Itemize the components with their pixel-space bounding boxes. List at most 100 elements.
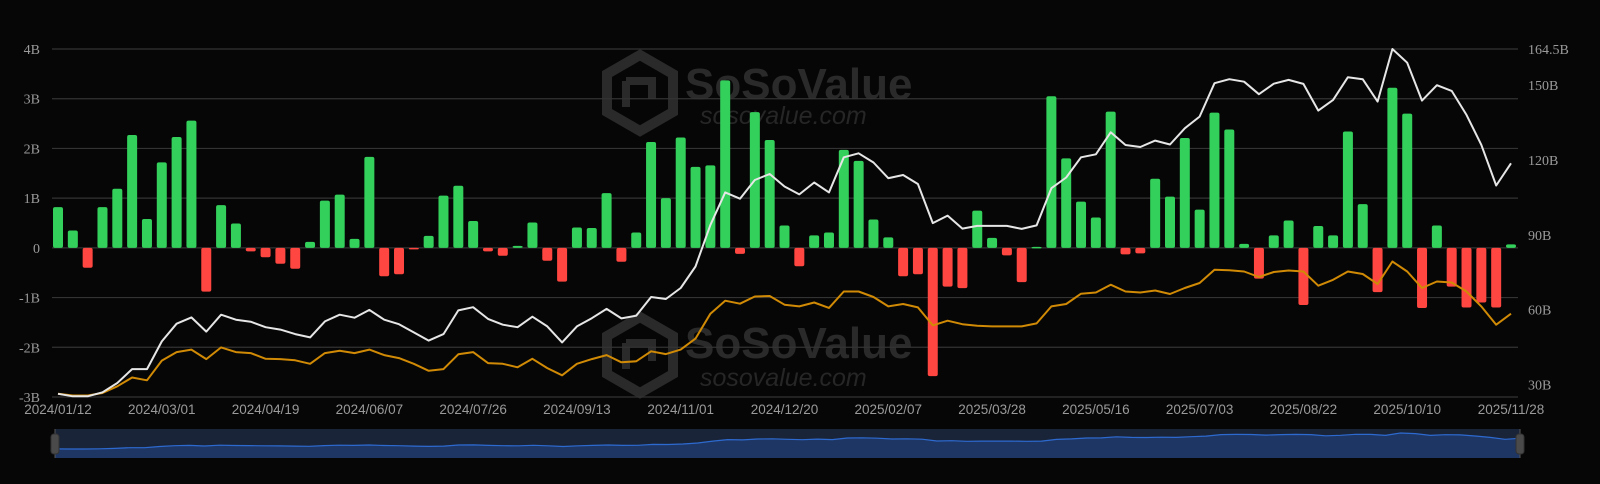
x-axis-tick-label: 2024/06/07 (336, 402, 404, 417)
inflow-bar (1179, 137, 1190, 248)
right-axis-tick-label: 120B (1528, 154, 1558, 169)
inflow-bar (171, 136, 182, 248)
outflow-bar (394, 247, 405, 275)
navigator-right-handle[interactable] (1515, 433, 1525, 455)
inflow-bar (423, 235, 434, 248)
watermark-brand: SoSoValue (685, 319, 912, 368)
x-axis: 2024/01/12 2024/03/01 2024/04/19 2024/06/07… (24, 402, 1544, 417)
inflow-bar (1076, 201, 1087, 248)
outflow-bar (379, 247, 390, 277)
right-axis-tick-label: 30B (1528, 379, 1551, 394)
inflow-bar (720, 80, 731, 248)
outflow-bar (482, 247, 493, 252)
inflow-bar (586, 227, 597, 248)
inflow-bar (1357, 204, 1368, 248)
inflow-bar (1402, 113, 1413, 248)
inflow-bar (779, 225, 790, 248)
white-series-line (57, 48, 1512, 398)
x-axis-tick-label: 2024/01/12 (24, 402, 92, 417)
inflow-bar (690, 166, 701, 248)
left-axis-tick-label: 4B (24, 43, 40, 58)
outflow-bar (1120, 247, 1131, 255)
inflow-bar (319, 200, 330, 248)
outflow-bar (557, 247, 568, 282)
x-axis-tick-label: 2024/07/26 (439, 402, 507, 417)
inflow-bar (141, 219, 152, 248)
inflow-bar (67, 230, 78, 248)
inflow-bar (1387, 87, 1398, 248)
outflow-bar (1135, 247, 1146, 254)
outflow-bar (408, 247, 419, 250)
x-axis-tick-label: 2024/03/01 (128, 402, 196, 417)
outflow-bar (1372, 247, 1383, 293)
inflow-bar (675, 137, 686, 248)
x-axis-tick-label: 2025/10/10 (1373, 402, 1441, 417)
navigator-area (55, 433, 1520, 458)
navigator-left-handle[interactable] (50, 433, 60, 455)
navigator-line (54, 432, 1521, 450)
inflow-bar (883, 237, 894, 248)
right-axis-tick-label: 164.5B (1528, 43, 1569, 58)
inflow-bar (809, 235, 820, 248)
outflow-bar (82, 247, 93, 268)
inflow-bar (1150, 178, 1161, 248)
x-axis-tick-label: 2024/09/13 (543, 402, 611, 417)
inflow-bar (972, 210, 983, 248)
inflow-bar (349, 238, 360, 248)
left-axis-tick-label: -3B (19, 391, 40, 406)
inflow-bar (868, 219, 879, 248)
left-axis-tick-label: 0 (33, 242, 40, 257)
watermark-bottom: SoSoValue sosovalue.com (602, 311, 912, 399)
right-axis-tick-label: 60B (1528, 304, 1551, 319)
left-axis: 4B 3B 2B 1B 0 -1B -2B -3B (19, 43, 40, 406)
inflow-bar (1209, 112, 1220, 248)
inflow-bar (1046, 96, 1057, 248)
value-lines (57, 48, 1512, 398)
inflow-bar (823, 232, 834, 248)
right-axis-tick-label: 90B (1528, 229, 1551, 244)
flow-bars (53, 80, 1516, 377)
outflow-bar (245, 247, 256, 252)
x-axis-tick-label: 2025/02/07 (854, 402, 922, 417)
inflow-bar (156, 162, 167, 248)
inflow-bar (527, 222, 538, 248)
inflow-bar (127, 135, 138, 248)
inflow-bar (1031, 246, 1042, 249)
inflow-bar (764, 139, 775, 248)
outflow-bar (927, 247, 938, 377)
inflow-bar (1224, 129, 1235, 248)
inflow-bar (705, 165, 716, 248)
range-navigator[interactable] (50, 429, 1525, 458)
inflow-bar (631, 232, 642, 248)
sosovalue-logo-icon (602, 311, 678, 399)
x-axis-tick-label: 2024/04/19 (232, 402, 300, 417)
outflow-bar (275, 247, 286, 264)
x-axis-tick-label: 2025/03/28 (958, 402, 1026, 417)
inflow-bar (1283, 220, 1294, 248)
x-axis-tick-label: 2024/12/20 (751, 402, 819, 417)
inflow-bar (230, 223, 241, 248)
inflow-bar (646, 141, 657, 248)
left-axis-tick-label: 3B (24, 93, 40, 108)
inflow-bar (453, 185, 464, 248)
outflow-bar (497, 247, 508, 256)
inflow-bar (1342, 131, 1353, 248)
inflow-bar (1061, 158, 1072, 248)
left-axis-tick-label: -1B (19, 292, 40, 307)
outflow-bar (735, 247, 746, 254)
watermark-site: sosovalue.com (700, 364, 867, 392)
inflow-bar (853, 160, 864, 248)
inflow-bar (1164, 196, 1175, 248)
outflow-bar (898, 247, 909, 277)
outflow-bar (1461, 247, 1472, 308)
x-axis-tick-label: 2024/11/01 (647, 402, 714, 417)
inflow-bar (512, 245, 523, 248)
inflow-bar (1268, 235, 1279, 248)
right-axis: 164.5B 150B 120B 90B 60B 30B (1528, 43, 1569, 394)
inflow-bar (1090, 217, 1101, 248)
outflow-bar (1417, 247, 1428, 309)
outflow-bar (290, 247, 301, 269)
outflow-bar (794, 247, 805, 267)
outflow-bar (201, 247, 212, 292)
